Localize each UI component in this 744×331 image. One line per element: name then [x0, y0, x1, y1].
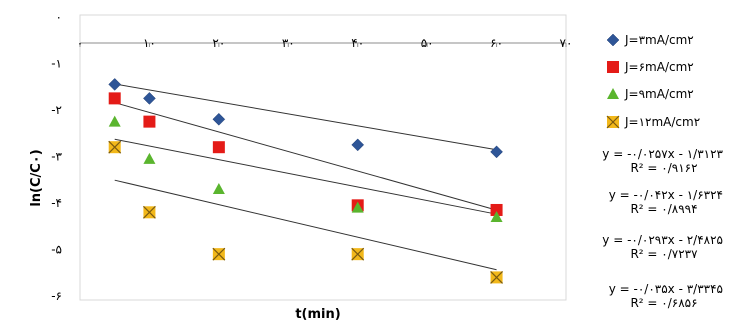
y-tick-label: -۶ [51, 289, 62, 303]
data-point-series-4 [212, 247, 226, 261]
data-point-series-4 [490, 270, 503, 284]
trendline-r2-series-2: R² = ۰/۸۹۹۴ [630, 202, 697, 216]
trendline-r2-series-4: R² = ۰/۶۸۵۶ [630, 296, 697, 310]
trendline-equation-series-4: y = -۰/۰۳۵x - ۳/۳۳۴۵ [609, 282, 723, 296]
x-tick-label: ۰ [77, 36, 83, 50]
data-point-series-3 [351, 201, 364, 213]
data-point-series-2 [108, 92, 121, 105]
x-tick-label: ۱۰ [143, 36, 156, 50]
legend-marker-series-1 [606, 33, 620, 47]
trendline-series-1 [114, 83, 497, 151]
legend-label-series-3: J=۹mA/cm۲ [624, 87, 694, 101]
data-point-series-1 [108, 78, 122, 91]
data-point-series-3 [490, 210, 503, 222]
plot-area [79, 14, 567, 301]
data-point-series-3 [108, 115, 121, 127]
y-tick-label: ۰ [56, 10, 62, 24]
y-tick-label: -۵ [51, 243, 62, 257]
data-point-series-1 [351, 138, 365, 152]
trendline-equation-series-3: y = -۰/۰۲۹۳x - ۲/۴۸۲۵ [602, 233, 723, 247]
trendline-equation-series-1: y = -۰/۰۲۵۷x - ۱/۳۱۲۳ [602, 147, 723, 161]
x-axis-ticks: ۰ ۱۰ ۲۰ ۳۰ ۴۰ ۵۰ ۶۰ ۷۰ [77, 36, 573, 50]
x-tick-label: ۵۰ [421, 36, 434, 50]
y-tick-label: -۱ [51, 57, 62, 71]
x-tick-label: ۷۰ [560, 36, 573, 50]
x-tick-label: ۴۰ [351, 36, 364, 50]
trendlines [114, 83, 497, 271]
data-point-series-2 [212, 141, 225, 154]
y-tick-label: -۴ [51, 196, 62, 210]
x-axis-title: t(min) [295, 307, 340, 322]
trendline-r2-series-3: R² = ۰/۷۲۳۷ [630, 247, 698, 261]
trendline-equation-series-2: y = -۰/۰۴۲x - ۱/۶۳۲۴ [609, 188, 723, 202]
y-tick-label: -۳ [51, 150, 62, 164]
x-tick-label: ۲۰ [212, 36, 225, 50]
data-point-series-1 [143, 92, 156, 105]
legend-label-series-1: J=۳mA/cm۲ [624, 33, 694, 47]
trendline-r2-series-1: R² = ۰/۹۱۶۲ [630, 161, 697, 175]
legend-marker-series-2 [607, 61, 619, 73]
y-axis-ticks: ۰ -۱ -۲ -۳ -۴ -۵ -۶ [51, 10, 62, 303]
data-point-series-4 [108, 140, 122, 154]
x-tick-label: ۳۰ [282, 36, 295, 50]
data-point-series-2 [490, 203, 503, 216]
data-point-series-3 [212, 183, 225, 195]
y-axis-title: ln(C/C۰) [29, 149, 44, 206]
legend-marker-series-4 [606, 115, 620, 129]
trendline-series-4 [114, 179, 497, 271]
data-points [108, 78, 503, 284]
trendline-series-2 [114, 102, 497, 211]
data-point-series-1 [490, 145, 503, 159]
legend: J=۳mA/cm۲ J=۶mA/cm۲ J=۹mA/cm۲ J=۱۲mA/cm۲ [606, 33, 700, 129]
x-tick-label: ۶۰ [490, 36, 503, 50]
legend-label-series-2: J=۶mA/cm۲ [624, 60, 694, 74]
y-tick-label: -۲ [51, 103, 62, 117]
data-point-series-1 [212, 112, 226, 126]
data-point-series-2 [143, 115, 156, 128]
data-point-series-4 [351, 247, 365, 261]
legend-marker-series-3 [607, 88, 619, 99]
trendline-series-3 [114, 138, 497, 215]
legend-label-series-4: J=۱۲mA/cm۲ [624, 115, 700, 129]
data-point-series-3 [143, 152, 156, 164]
data-point-series-4 [143, 205, 156, 219]
